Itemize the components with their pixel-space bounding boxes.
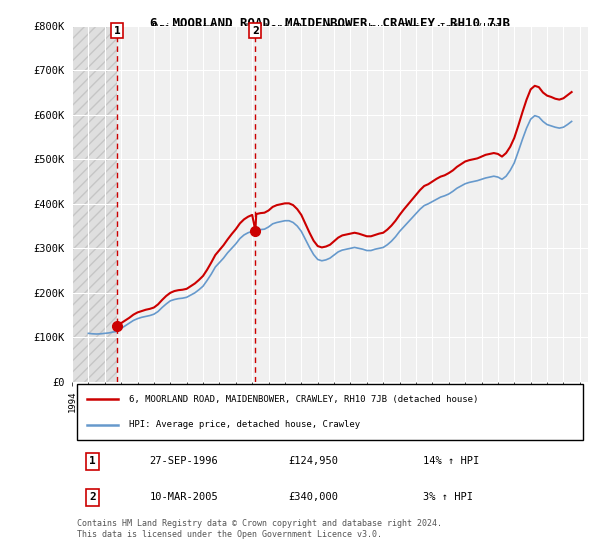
Text: Contains HM Land Registry data © Crown copyright and database right 2024.
This d: Contains HM Land Registry data © Crown c… xyxy=(77,519,442,539)
Text: 2: 2 xyxy=(89,492,96,502)
Text: HPI: Average price, detached house, Crawley: HPI: Average price, detached house, Craw… xyxy=(129,420,360,429)
Text: 3% ↑ HPI: 3% ↑ HPI xyxy=(423,492,473,502)
Text: 1: 1 xyxy=(113,26,120,36)
Text: 6, MOORLAND ROAD, MAIDENBOWER, CRAWLEY, RH10 7JB (detached house): 6, MOORLAND ROAD, MAIDENBOWER, CRAWLEY, … xyxy=(129,394,478,404)
Text: Price paid vs. HM Land Registry's House Price Index (HPI): Price paid vs. HM Land Registry's House … xyxy=(152,23,508,33)
Bar xyxy=(72,26,117,382)
Text: 2: 2 xyxy=(252,26,259,36)
Text: £340,000: £340,000 xyxy=(289,492,339,502)
Text: 6, MOORLAND ROAD, MAIDENBOWER, CRAWLEY, RH10 7JB: 6, MOORLAND ROAD, MAIDENBOWER, CRAWLEY, … xyxy=(150,17,510,30)
Text: 10-MAR-2005: 10-MAR-2005 xyxy=(149,492,218,502)
FancyBboxPatch shape xyxy=(77,384,583,440)
Text: 1: 1 xyxy=(89,456,96,466)
Text: 27-SEP-1996: 27-SEP-1996 xyxy=(149,456,218,466)
Text: 14% ↑ HPI: 14% ↑ HPI xyxy=(423,456,479,466)
Text: £124,950: £124,950 xyxy=(289,456,339,466)
